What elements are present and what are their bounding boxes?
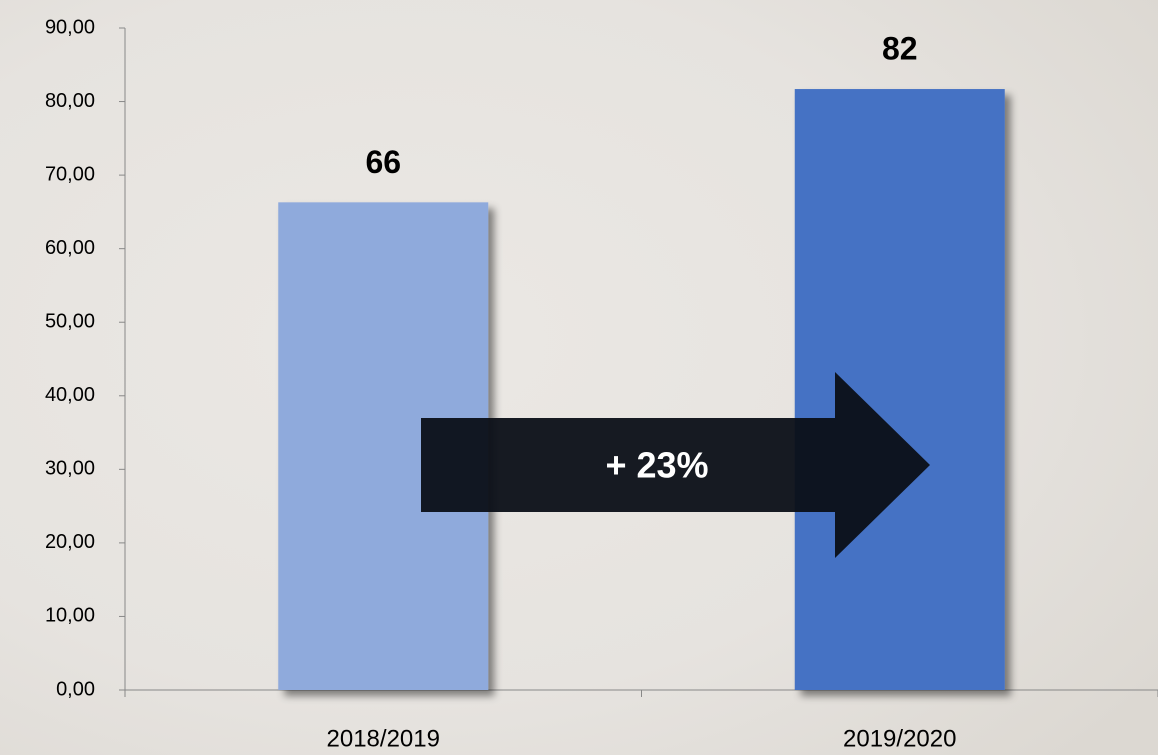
y-tick-label: 80,00 <box>45 90 95 112</box>
x-tick-label: 2019/2020 <box>843 725 956 752</box>
y-tick-label: 20,00 <box>45 531 95 553</box>
x-tick-label: 2018/2019 <box>327 725 440 752</box>
arrow-shape <box>421 372 930 558</box>
value-label: 82 <box>882 31 918 67</box>
value-label: 66 <box>365 144 401 180</box>
annotation: + 23% <box>605 445 708 486</box>
y-tick-label: 40,00 <box>45 384 95 406</box>
bar <box>794 89 1005 691</box>
y-tick-label: 70,00 <box>45 163 95 185</box>
y-tick-label: 30,00 <box>45 458 95 480</box>
y-tick-label: 60,00 <box>45 237 95 259</box>
y-tick-label: 50,00 <box>45 311 95 333</box>
growth-arrow: + 23% <box>421 372 930 558</box>
y-tick-label: 10,00 <box>45 605 95 627</box>
y-tick-label: 90,00 <box>45 16 95 38</box>
y-tick-label: 0,00 <box>56 678 95 700</box>
